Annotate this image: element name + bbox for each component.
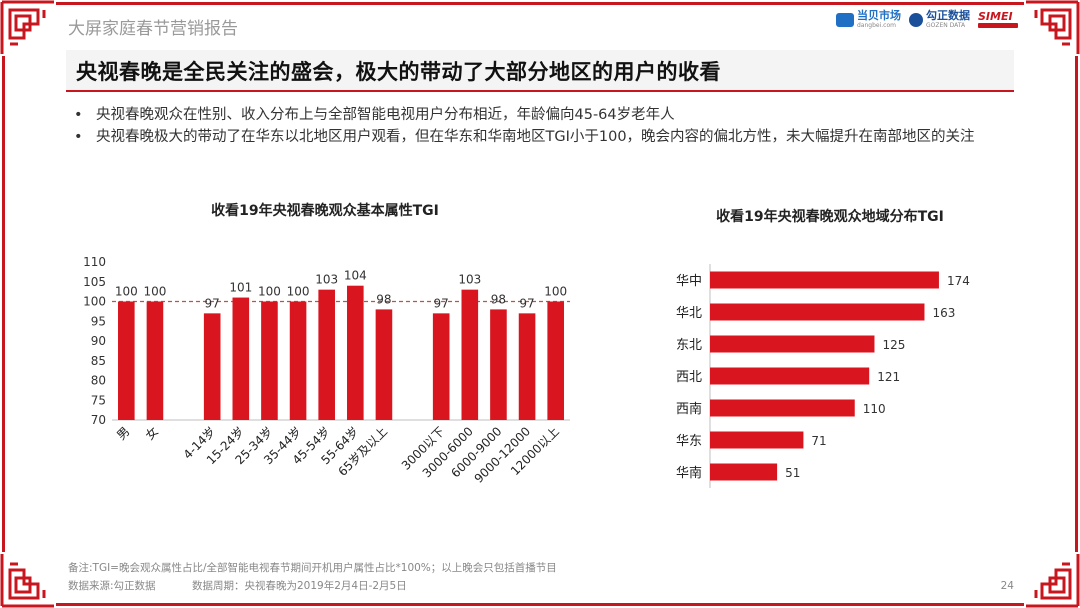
right-chart-title: 收看19年央视春晚观众地域分布TGI [716, 209, 944, 225]
bar [461, 289, 479, 420]
data-label: 174 [947, 274, 970, 288]
attribute-tgi-chart: 707580859095100105110100男100女974-14岁1011… [83, 255, 570, 486]
footnote: 备注:TGI=晚会观众属性占比/全部智能电视春节期间开机用户属性占比*100%；… [68, 562, 557, 574]
y-tick-label: 100 [83, 295, 106, 309]
page-number: 24 [1000, 580, 1014, 592]
bullet-item: 央视春晚观众在性别、收入分布上与全部智能电视用户分布相近，年龄偏向45-64岁老… [68, 104, 1028, 126]
category-label: 西北 [676, 370, 702, 385]
y-tick-label: 75 [91, 393, 106, 407]
data-label: 98 [376, 292, 391, 306]
border-top-line [56, 2, 1024, 5]
bar [547, 301, 564, 420]
bar [375, 309, 393, 420]
bar [261, 301, 278, 420]
data-label: 98 [491, 292, 506, 306]
bar [318, 289, 335, 420]
bar [118, 301, 135, 420]
x-tick-label: 男 [114, 424, 132, 442]
bar [710, 335, 875, 353]
data-source: 数据来源:勾正数据 [68, 580, 156, 592]
data-label: 121 [877, 370, 900, 384]
data-label: 71 [811, 434, 826, 448]
corner-ornament-icon [1026, 554, 1080, 608]
headline-bar: 央视春晚是全民关注的盛会，极大的带动了大部分地区的用户的收看 [66, 50, 1014, 92]
data-label: 100 [115, 285, 138, 299]
bar [432, 313, 450, 420]
bar [518, 313, 536, 420]
data-label: 51 [785, 466, 800, 480]
data-label: 97 [434, 296, 449, 310]
category-label: 华南 [676, 465, 702, 481]
bullet-item: 央视春晚极大的带动了在华东以北地区用户观看，但在华东和华南地区TGI小于100，… [68, 126, 1028, 148]
partner-logos: 当贝市场 dangbei.com 勾正数据 GOZEN DATA SIMEI [836, 10, 1018, 29]
corner-ornament-icon [0, 554, 54, 608]
logo-dangbei: 当贝市场 dangbei.com [836, 10, 901, 29]
bullet-list: 央视春晚观众在性别、收入分布上与全部智能电视用户分布相近，年龄偏向45-64岁老… [68, 104, 1028, 148]
bar [710, 399, 855, 417]
bar [146, 301, 164, 420]
report-name: 大屏家庭春节营销报告 [68, 19, 238, 39]
data-label: 103 [315, 273, 338, 287]
corner-ornament-icon [1026, 0, 1080, 54]
data-label: 100 [544, 285, 567, 299]
y-tick-label: 95 [91, 314, 106, 328]
bar [710, 463, 778, 481]
data-label: 97 [205, 296, 220, 310]
bar [347, 285, 364, 420]
logo-simei: SIMEI [978, 11, 1018, 28]
data-label: 101 [229, 281, 252, 295]
bar [203, 313, 221, 420]
data-label: 163 [932, 306, 955, 320]
category-label: 西南 [676, 401, 702, 417]
logo-sub: dangbei.com [857, 22, 896, 29]
bar [232, 297, 250, 420]
category-label: 东北 [676, 338, 702, 353]
bar [710, 367, 870, 385]
bar [710, 303, 925, 321]
category-label: 华东 [676, 434, 702, 449]
data-period: 数据周期：央视春晚为2019年2月4日-2月5日 [192, 580, 407, 592]
data-label: 110 [863, 402, 886, 416]
y-tick-label: 90 [91, 334, 106, 348]
logo-name: 当贝市场 [857, 9, 901, 22]
gozen-logo-icon [909, 12, 923, 27]
bar [289, 301, 307, 420]
category-label: 华中 [676, 274, 702, 289]
data-label: 100 [258, 285, 281, 299]
bar [710, 271, 939, 289]
y-tick-label: 80 [91, 374, 106, 388]
data-label: 104 [344, 269, 367, 283]
y-tick-label: 70 [91, 413, 106, 427]
data-label: 100 [143, 285, 166, 299]
logo-name: SIMEI [978, 10, 1013, 23]
data-label: 103 [458, 273, 481, 287]
bar [710, 431, 804, 449]
border-left-line [2, 56, 5, 552]
left-chart-title: 收看19年央视春晚观众基本属性TGI [211, 203, 439, 219]
data-label: 97 [519, 296, 534, 310]
x-tick-label: 女 [142, 424, 161, 443]
data-label: 100 [287, 285, 310, 299]
border-bottom-line [56, 603, 1024, 606]
logo-name: 勾正数据 [926, 9, 970, 22]
border-right-line [1075, 56, 1078, 552]
y-tick-label: 85 [91, 354, 106, 368]
region-tgi-chart: 华中 174 华北 163 东北 125 西北 121 西南 110 华东 71 华南 51 [676, 264, 970, 488]
category-label: 华北 [676, 306, 702, 321]
y-tick-label: 110 [83, 255, 106, 269]
logo-sub: GOZEN DATA [926, 22, 966, 29]
dangbei-logo-icon [836, 12, 854, 27]
y-tick-label: 105 [83, 275, 106, 289]
simei-logo-icon [978, 23, 1018, 28]
page-title: 央视春晚是全民关注的盛会，极大的带动了大部分地区的用户的收看 [76, 60, 721, 84]
corner-ornament-icon [0, 0, 54, 54]
data-label: 125 [882, 338, 905, 352]
bar [490, 309, 507, 420]
logo-gozen: 勾正数据 GOZEN DATA [909, 10, 970, 29]
